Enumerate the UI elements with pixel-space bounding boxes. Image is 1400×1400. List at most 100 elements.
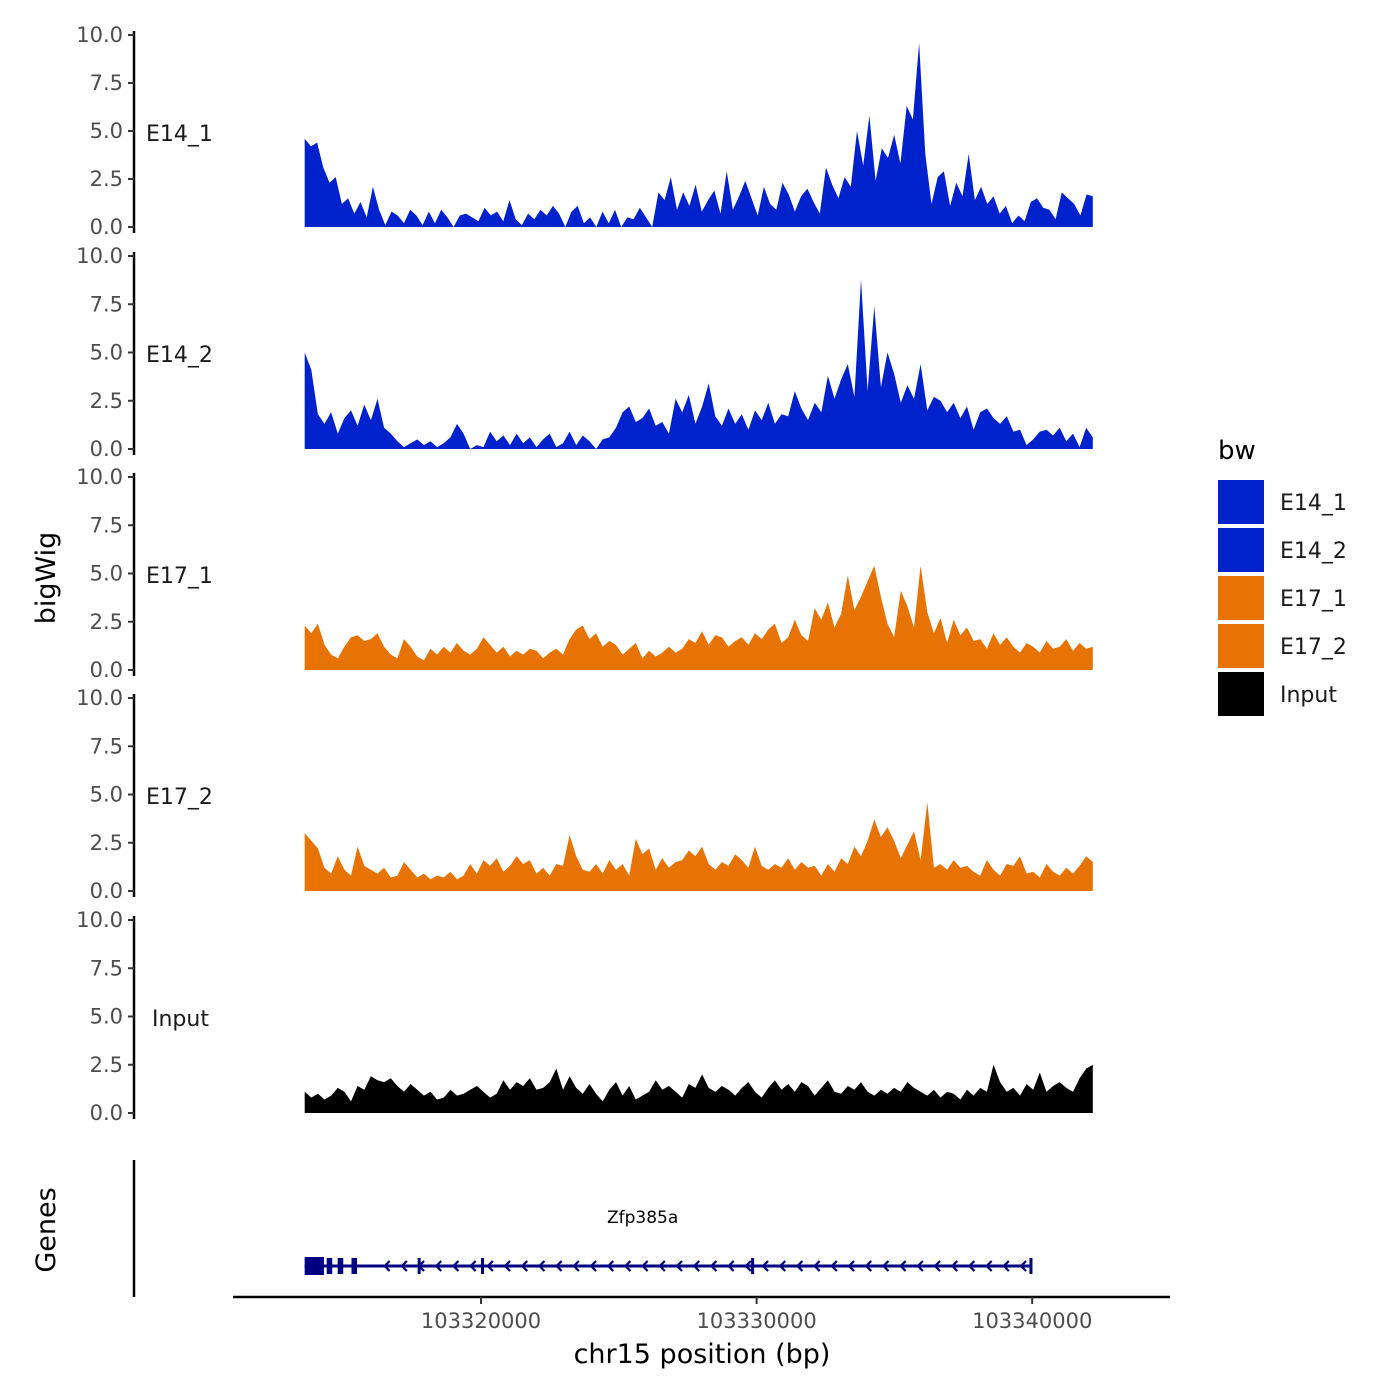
strand-arrow-icon <box>469 1260 477 1272</box>
y-tick-label: 5.0 <box>90 783 123 807</box>
y-tick-label: 10.0 <box>76 908 123 932</box>
strand-arrow-icon <box>761 1260 769 1272</box>
signal-area-input <box>304 1064 1093 1113</box>
track-label: E14_1 <box>146 122 213 147</box>
track-label: E14_2 <box>146 343 213 368</box>
strand-arrow-icon <box>847 1260 855 1272</box>
gene-exon <box>481 1258 485 1274</box>
y-tick-label: 0.0 <box>90 879 123 903</box>
y-axis-title: bigWig <box>31 532 62 625</box>
x-tick-label: 103340000 <box>972 1309 1092 1333</box>
legend-item-input: Input <box>1218 672 1337 716</box>
y-tick-label: 2.5 <box>90 389 123 413</box>
strand-arrow-icon <box>864 1260 873 1272</box>
y-tick-label: 0.0 <box>90 1101 123 1125</box>
y-tick-label: 7.5 <box>90 956 123 980</box>
strand-arrow-icon <box>589 1260 597 1272</box>
legend-label: E17_1 <box>1280 587 1347 612</box>
gene-exon <box>751 1258 755 1274</box>
y-tick-label: 0.0 <box>90 437 123 461</box>
strand-arrow-icon <box>778 1260 787 1272</box>
legend-label: E17_2 <box>1280 635 1347 660</box>
y-tick-label: 10.0 <box>76 465 123 489</box>
legend-label: E14_2 <box>1280 539 1347 564</box>
strand-arrow-icon <box>916 1260 924 1272</box>
legend-label: E14_1 <box>1280 491 1347 516</box>
tracks-group: 0.0 2.5 5.0 7.5 10.0 E14_1 0.0 2.5 5.0 7.5 10.0 E14… <box>76 23 1093 1125</box>
strand-arrow-icon <box>727 1260 735 1272</box>
legend: bw E14_1 E14_2 E17_1 E17_2 Input <box>1218 436 1347 716</box>
track-e17-1: 0.0 2.5 5.0 7.5 10.0 E17_1 <box>76 465 1093 682</box>
y-tick-label: 5.0 <box>90 562 123 586</box>
strand-arrow-icon <box>813 1260 821 1272</box>
y-tick-label: 7.5 <box>90 292 123 316</box>
track-input: 0.0 2.5 5.0 7.5 10.0 Input <box>76 908 1093 1125</box>
y-tick-label: 10.0 <box>76 23 123 47</box>
strand-arrow-icon <box>520 1260 529 1272</box>
y-tick-label: 2.5 <box>90 831 123 855</box>
strand-arrow-icon <box>400 1260 408 1272</box>
strand-arrow-icon <box>933 1260 941 1272</box>
y-tick-label: 0.0 <box>90 658 123 682</box>
legend-swatch <box>1218 528 1264 572</box>
y-tick-label: 7.5 <box>90 513 123 537</box>
gene-exon <box>304 1257 324 1275</box>
legend-item-e17-2: E17_2 <box>1218 624 1347 668</box>
legend-title: bw <box>1218 436 1256 466</box>
strand-arrow-icon <box>967 1260 976 1272</box>
x-axis-title: chr15 position (bp) <box>574 1339 831 1370</box>
strand-arrow-icon <box>623 1260 632 1272</box>
track-e17-2: 0.0 2.5 5.0 7.5 10.0 E17_2 <box>76 686 1093 903</box>
y-tick-label: 7.5 <box>90 734 123 758</box>
strand-arrow-icon <box>641 1260 649 1272</box>
strand-arrow-icon <box>658 1260 666 1272</box>
gene-panel: Zfp385a <box>132 1160 1033 1297</box>
strand-arrow-icon <box>744 1260 752 1272</box>
y-tick-label: 7.5 <box>90 71 123 95</box>
y-tick-label: 10.0 <box>76 686 123 710</box>
strand-arrow-icon <box>675 1260 683 1272</box>
legend-item-e14-2: E14_2 <box>1218 528 1347 572</box>
strand-arrow-icon <box>451 1260 460 1272</box>
y-tick-label: 0.0 <box>90 215 123 239</box>
legend-swatch <box>1218 576 1264 620</box>
gene-exon <box>417 1258 421 1274</box>
strand-arrow-icon <box>606 1260 615 1272</box>
legend-swatch <box>1218 624 1264 668</box>
strand-arrow-icon <box>486 1260 494 1272</box>
y-tick-label: 10.0 <box>76 244 123 268</box>
gene-exon <box>326 1258 333 1274</box>
strand-arrow-icon <box>1019 1260 1027 1272</box>
strand-arrow-icon <box>830 1260 838 1272</box>
strand-arrow-icon <box>1002 1260 1010 1272</box>
track-e14-2: 0.0 2.5 5.0 7.5 10.0 E14_2 <box>76 244 1093 461</box>
signal-area-e14-2 <box>304 279 1093 449</box>
legend-swatch <box>1218 672 1264 716</box>
legend-label: Input <box>1280 683 1337 708</box>
strand-arrow-icon <box>434 1260 443 1272</box>
genes-axis-title: Genes <box>31 1187 62 1272</box>
strand-arrow-icon <box>555 1260 563 1272</box>
y-tick-label: 5.0 <box>90 119 123 143</box>
track-label: E17_2 <box>146 785 213 810</box>
strand-arrow-icon <box>503 1260 511 1272</box>
strand-arrow-icon <box>572 1260 580 1272</box>
gene-exon <box>1029 1258 1033 1274</box>
x-tick-label: 103320000 <box>421 1309 541 1333</box>
strand-arrow-icon <box>795 1260 804 1272</box>
legend-item-e17-1: E17_1 <box>1218 576 1347 620</box>
strand-arrow-icon <box>692 1260 701 1272</box>
x-tick-label: 103330000 <box>696 1309 816 1333</box>
signal-area-e14-1 <box>304 42 1093 228</box>
gene-name-label: Zfp385a <box>607 1208 678 1228</box>
strand-arrow-icon <box>709 1260 718 1272</box>
y-tick-label: 2.5 <box>90 610 123 634</box>
y-tick-label: 2.5 <box>90 167 123 191</box>
gene-exon <box>351 1258 358 1274</box>
x-axis: 103320000 103330000 103340000 <box>233 1295 1170 1333</box>
track-label: Input <box>152 1007 209 1032</box>
strand-arrow-icon <box>899 1260 907 1272</box>
gene-exon <box>337 1258 344 1274</box>
